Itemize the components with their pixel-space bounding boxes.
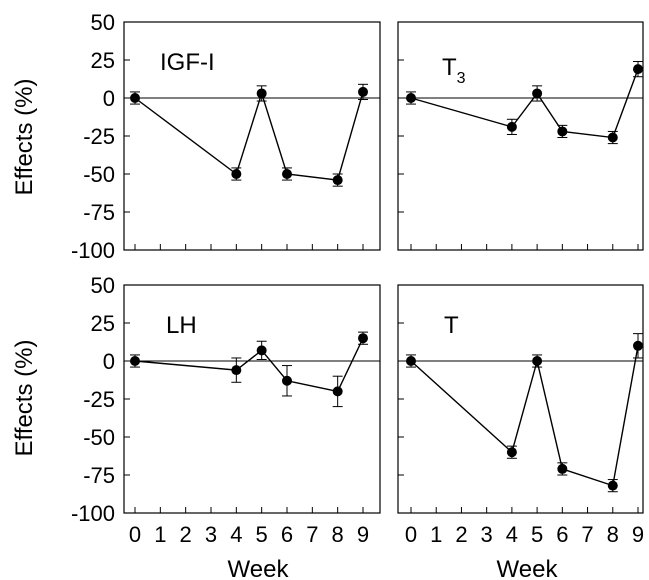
x-tick-label: 6	[281, 522, 293, 547]
x-tick-label: 1	[154, 522, 166, 547]
panel-label: T	[444, 312, 459, 339]
data-point	[607, 480, 618, 491]
data-point	[332, 386, 343, 397]
data-point	[506, 121, 517, 132]
data-point	[532, 356, 543, 366]
panel-4: 0 1 2 3 4 5 6 7 8 9 T	[397, 284, 644, 547]
panel-label: IGF-I	[160, 49, 215, 76]
panel-1: 50 25 0 -25 -50 -75 -100 IGF-I	[71, 10, 381, 263]
data-point	[633, 340, 643, 351]
data-point	[231, 365, 242, 376]
y-tick-label: 25	[91, 48, 115, 73]
y-tick-label: -75	[83, 200, 115, 225]
data-point	[557, 463, 568, 474]
data-point	[256, 345, 267, 356]
data-point	[506, 447, 517, 458]
y-tick-label: 0	[103, 86, 115, 111]
series-line	[410, 345, 639, 487]
y-tick-label: -25	[83, 387, 115, 412]
data-point	[633, 64, 643, 75]
x-tick-label: 6	[556, 522, 568, 547]
x-tick-label: 4	[230, 522, 242, 547]
series-line	[134, 91, 364, 181]
y-tick-label: 25	[91, 311, 115, 336]
y-tick-label: -50	[83, 425, 115, 450]
data-point	[532, 88, 543, 99]
x-tick-label: 9	[632, 522, 644, 547]
panel-2: T3	[397, 21, 644, 251]
x-tick-label: 0	[405, 522, 417, 547]
data-point	[358, 86, 368, 97]
y-tick-label: -100	[71, 238, 115, 263]
data-point	[406, 356, 416, 366]
panel-frame	[123, 284, 381, 514]
y-tick-label: 50	[91, 10, 115, 35]
y-tick-label: -100	[71, 501, 115, 526]
x-tick-label: 8	[607, 522, 619, 547]
x-tick-label: 7	[306, 522, 318, 547]
y-tick-label: -50	[83, 162, 115, 187]
data-point	[332, 175, 343, 186]
y-tick-label: -75	[83, 463, 115, 488]
data-point	[282, 375, 292, 386]
x-tick-label: 4	[506, 522, 518, 547]
x-tick-label: 0	[129, 522, 141, 547]
x-axis-title-left: Week	[228, 556, 290, 580]
y-tick-label: 50	[91, 273, 115, 298]
data-point	[607, 132, 618, 143]
x-tick-label: 2	[455, 522, 467, 547]
y-axis-title-bottom: Effects (%)	[11, 340, 38, 457]
x-tick-label: 2	[180, 522, 192, 547]
y-axis-title-top: Effects (%)	[11, 79, 38, 196]
x-tick-label: 9	[357, 522, 369, 547]
y-tick-label: 0	[103, 349, 115, 374]
x-tick-label: 8	[332, 522, 344, 547]
x-axis-title-right: Week	[497, 556, 559, 580]
data-point	[256, 88, 267, 99]
panel-label: T3	[442, 54, 466, 87]
x-tick-label: 7	[581, 522, 593, 547]
data-point	[130, 93, 140, 103]
x-tick-label: 3	[205, 522, 217, 547]
x-tick-label: 5	[256, 522, 268, 547]
panel-frame	[397, 284, 644, 514]
data-point	[231, 169, 242, 179]
series-line	[134, 337, 364, 393]
panel-frame	[397, 21, 644, 251]
data-point	[406, 93, 416, 103]
data-point	[358, 333, 368, 344]
y-tick-label: -25	[83, 124, 115, 149]
x-tick-label: 1	[430, 522, 442, 547]
x-tick-label: 5	[531, 522, 543, 547]
x-tick-label: 3	[481, 522, 493, 547]
panel-label: LH	[166, 312, 197, 339]
data-point	[557, 126, 568, 137]
data-point	[130, 356, 140, 366]
series-line	[410, 68, 639, 139]
data-point	[282, 169, 292, 179]
